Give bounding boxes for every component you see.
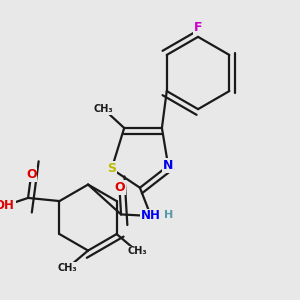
Text: H: H [164,210,173,220]
Text: NH: NH [141,209,161,223]
Text: O: O [26,168,37,181]
Text: CH₃: CH₃ [127,246,147,256]
Text: CH₃: CH₃ [94,104,114,114]
Text: CH₃: CH₃ [58,263,77,273]
Text: N: N [163,159,173,172]
Text: S: S [107,162,116,176]
Text: F: F [194,21,202,34]
Text: O: O [114,181,125,194]
Text: OH: OH [0,199,14,212]
